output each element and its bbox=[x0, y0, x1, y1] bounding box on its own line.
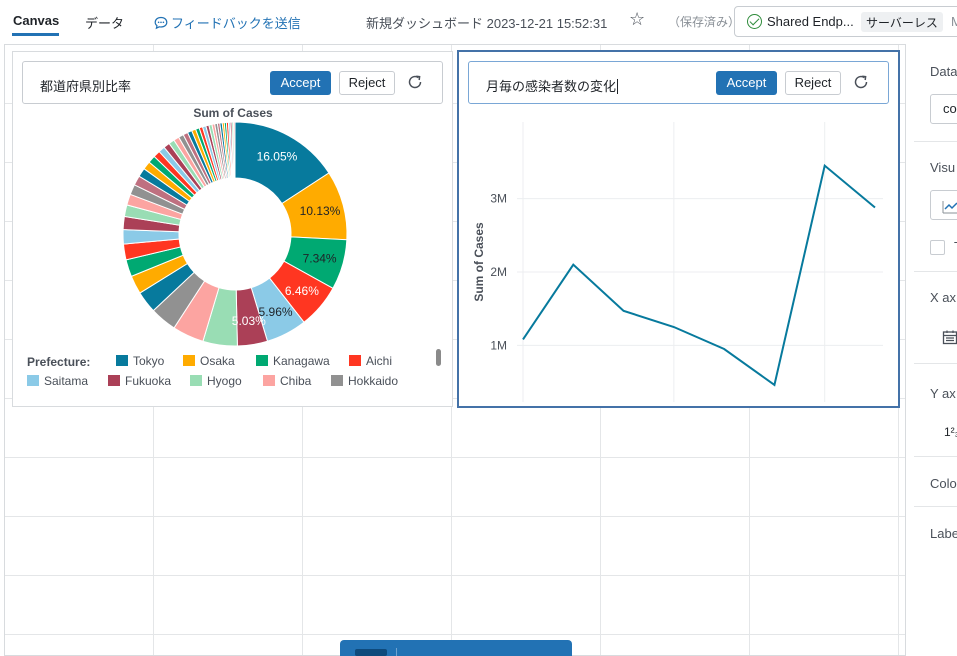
dashboard-canvas[interactable]: 都道府県別比率 Accept Reject Sum of Cases 16.05… bbox=[4, 44, 906, 656]
endpoint-type-badge: サーバーレス bbox=[861, 12, 943, 32]
legend-swatch bbox=[190, 375, 202, 386]
legend-item[interactable]: Tokyo bbox=[133, 354, 165, 368]
legend-item[interactable]: Fukuoka bbox=[125, 374, 171, 388]
refresh-icon[interactable] bbox=[852, 73, 870, 91]
legend-swatch bbox=[108, 375, 120, 386]
option-checkbox[interactable] bbox=[930, 240, 945, 255]
legend-swatch bbox=[331, 375, 343, 386]
chat-bubble-icon bbox=[154, 16, 168, 30]
donut-chart: Sum of Cases 16.05% 10.13% 7.34% 6.46% 5.96%… bbox=[27, 106, 441, 388]
visualization-type-select[interactable] bbox=[930, 190, 957, 220]
top-bar: Canvas データ フィードバックを送信 新規ダッシュボード 2023-12-… bbox=[0, 0, 957, 44]
legend-item[interactable]: Kanagawa bbox=[273, 354, 330, 368]
visualization-label: Visu bbox=[930, 160, 956, 175]
divider bbox=[914, 141, 957, 142]
legend-item[interactable]: Chiba bbox=[280, 374, 312, 388]
divider bbox=[914, 456, 957, 457]
legend-item[interactable]: Aichi bbox=[366, 354, 392, 368]
legend-item[interactable]: Saitama bbox=[44, 374, 88, 388]
tab-canvas[interactable]: Canvas bbox=[13, 13, 60, 28]
donut-slice[interactable] bbox=[233, 121, 236, 179]
line-chart-icon bbox=[942, 201, 957, 214]
prompt-text[interactable]: 都道府県別比率 bbox=[40, 79, 132, 94]
active-tab-indicator bbox=[12, 33, 59, 36]
dashboard-title[interactable]: 新規ダッシュボード 2023-12-21 15:52:31 bbox=[366, 16, 608, 31]
y-tick-label: 3M bbox=[490, 192, 507, 206]
legend-item[interactable]: Hokkaido bbox=[348, 374, 398, 388]
endpoint-selector[interactable]: Shared Endp... サーバーレス M bbox=[734, 6, 957, 37]
accept-button[interactable]: Accept bbox=[270, 71, 331, 95]
divider bbox=[914, 506, 957, 507]
config-panel: Data co Visu T X ax Y ax 1²₃ Colo Labe bbox=[914, 44, 957, 656]
ai-prompt-box-active[interactable]: 月毎の感染者数の変化 Accept Reject bbox=[468, 61, 889, 104]
y-axis-label: Sum of Cases bbox=[472, 222, 486, 302]
star-icon[interactable]: ☆ bbox=[629, 9, 646, 29]
y-tick-label: 1M bbox=[490, 338, 507, 352]
tab-data[interactable]: データ bbox=[85, 16, 125, 31]
floating-toolbar[interactable] bbox=[340, 640, 572, 656]
reject-button[interactable]: Reject bbox=[785, 71, 841, 95]
ai-prompt-box[interactable]: 都道府県別比率 Accept Reject bbox=[22, 61, 443, 104]
legend-swatch bbox=[116, 355, 128, 366]
labels-section-label: Labe bbox=[930, 526, 957, 541]
slice-label: 5.03% bbox=[232, 314, 266, 328]
legend-item[interactable]: Osaka bbox=[200, 354, 235, 368]
slice-label: 5.96% bbox=[259, 305, 293, 319]
reject-button[interactable]: Reject bbox=[339, 71, 395, 95]
check-circle-icon bbox=[747, 14, 762, 29]
prompt-text[interactable]: 月毎の感染者数の変化 bbox=[486, 76, 619, 95]
slice-label: 16.05% bbox=[257, 150, 298, 164]
pie-chart-widget[interactable]: 都道府県別比率 Accept Reject Sum of Cases 16.05… bbox=[12, 51, 453, 407]
y-tick-label: 2M bbox=[490, 265, 507, 279]
saved-status: （保存済み） bbox=[668, 15, 741, 29]
legend-swatch bbox=[349, 355, 361, 366]
legend-scrollbar[interactable] bbox=[436, 349, 441, 366]
checkbox-label: T bbox=[954, 239, 957, 254]
feedback-label: フィードバックを送信 bbox=[171, 16, 301, 31]
y-axis-section-label: Y ax bbox=[930, 386, 956, 401]
dataset-value: co bbox=[943, 101, 957, 116]
divider bbox=[914, 271, 957, 272]
accept-button[interactable]: Accept bbox=[716, 71, 777, 95]
slice-label: 6.46% bbox=[285, 284, 319, 298]
slice-label: 10.13% bbox=[300, 204, 341, 218]
prompt-value: 月毎の感染者数の変化 bbox=[486, 79, 617, 94]
color-section-label: Colo bbox=[930, 476, 957, 491]
endpoint-name: Shared Endp... bbox=[767, 14, 854, 29]
toolbar-separator bbox=[396, 648, 397, 656]
calendar-icon[interactable] bbox=[942, 329, 957, 350]
legend-swatch bbox=[256, 355, 268, 366]
legend-item[interactable]: Hyogo bbox=[207, 374, 242, 388]
feedback-link[interactable]: フィードバックを送信 bbox=[154, 13, 301, 32]
dataset-label: Data bbox=[930, 64, 957, 79]
line-series bbox=[522, 163, 876, 387]
x-axis-section-label: X ax bbox=[930, 290, 957, 305]
toolbar-active-tool[interactable] bbox=[355, 649, 387, 656]
legend-swatch bbox=[27, 375, 39, 386]
numeric-type-icon[interactable]: 1²₃ bbox=[944, 425, 957, 439]
legend-swatch bbox=[263, 375, 275, 386]
refresh-icon[interactable] bbox=[406, 73, 424, 91]
divider bbox=[914, 363, 957, 364]
chart-title: Sum of Cases bbox=[193, 106, 273, 120]
dataset-select[interactable]: co bbox=[930, 94, 957, 124]
legend-swatch bbox=[183, 355, 195, 366]
text-caret bbox=[617, 79, 619, 94]
legend-title: Prefecture: bbox=[27, 355, 90, 369]
endpoint-overflow-text: M bbox=[951, 14, 957, 29]
slice-label: 7.34% bbox=[303, 251, 337, 265]
